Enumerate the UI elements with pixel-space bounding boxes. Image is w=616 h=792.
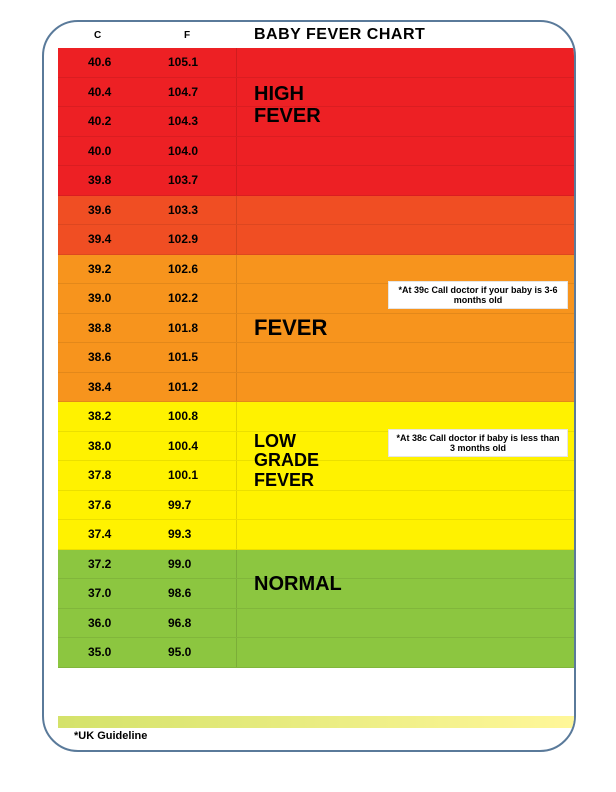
celsius-value: 39.2 — [88, 262, 111, 276]
chart-inner: C F BABY FEVER CHART 40.6 105.1 40.4 104.7 4… — [44, 22, 574, 750]
column-divider — [236, 609, 237, 638]
table-row: 38.6 101.5 — [58, 343, 574, 373]
column-divider — [236, 550, 237, 579]
table-row: 35.0 95.0 — [58, 638, 574, 668]
fahrenheit-value: 100.8 — [168, 409, 198, 423]
rows-container: 40.6 105.1 40.4 104.7 40.2 104.3 40.0 104.0 39.8… — [58, 48, 574, 716]
fahrenheit-value: 100.4 — [168, 439, 198, 453]
column-divider — [236, 461, 237, 490]
column-divider — [236, 638, 237, 667]
celsius-value: 39.8 — [88, 173, 111, 187]
celsius-value: 37.6 — [88, 498, 111, 512]
header-row: C F BABY FEVER CHART — [44, 22, 574, 48]
celsius-value: 36.0 — [88, 616, 111, 630]
fahrenheit-value: 99.3 — [168, 527, 191, 541]
table-row: 39.2 102.6 — [58, 255, 574, 285]
bottom-gradient-band — [58, 716, 574, 728]
celsius-value: 37.8 — [88, 468, 111, 482]
table-row: 39.6 103.3 — [58, 196, 574, 226]
table-row: 40.6 105.1 — [58, 48, 574, 78]
zone-label-normal: NORMAL — [254, 573, 374, 595]
column-divider — [236, 48, 237, 77]
table-row: 38.4 101.2 — [58, 373, 574, 403]
table-row: 37.6 99.7 — [58, 491, 574, 521]
fahrenheit-value: 102.9 — [168, 232, 198, 246]
celsius-value: 38.0 — [88, 439, 111, 453]
column-divider — [236, 78, 237, 107]
table-row: 38.2 100.8 — [58, 402, 574, 432]
fahrenheit-value: 103.7 — [168, 173, 198, 187]
celsius-value: 37.4 — [88, 527, 111, 541]
table-row: 39.4 102.9 — [58, 225, 574, 255]
zone-note-fever: *At 39c Call doctor if your baby is 3-6 … — [388, 281, 568, 309]
fahrenheit-value: 95.0 — [168, 645, 191, 659]
chart-frame: C F BABY FEVER CHART 40.6 105.1 40.4 104.7 4… — [42, 20, 576, 752]
fahrenheit-value: 101.2 — [168, 380, 198, 394]
table-row: 37.4 99.3 — [58, 520, 574, 550]
table-row: 36.0 96.8 — [58, 609, 574, 639]
celsius-value: 40.6 — [88, 55, 111, 69]
celsius-value: 40.0 — [88, 144, 111, 158]
celsius-value: 38.8 — [88, 321, 111, 335]
column-divider — [236, 314, 237, 343]
celsius-value: 38.2 — [88, 409, 111, 423]
table-row: 39.8 103.7 — [58, 166, 574, 196]
zone-label-high-fever: HIGHFEVER — [254, 83, 374, 127]
celsius-value: 39.0 — [88, 291, 111, 305]
column-divider — [236, 255, 237, 284]
column-divider — [236, 196, 237, 225]
celsius-value: 35.0 — [88, 645, 111, 659]
celsius-value: 39.4 — [88, 232, 111, 246]
fahrenheit-value: 104.3 — [168, 114, 198, 128]
column-divider — [236, 137, 237, 166]
column-divider — [236, 520, 237, 549]
chart-title: BABY FEVER CHART — [254, 26, 425, 44]
column-divider — [236, 432, 237, 461]
column-divider — [236, 343, 237, 372]
fahrenheit-value: 103.3 — [168, 203, 198, 217]
column-header-fahrenheit: F — [184, 30, 190, 41]
fahrenheit-value: 104.0 — [168, 144, 198, 158]
fahrenheit-value: 105.1 — [168, 55, 198, 69]
fahrenheit-value: 102.6 — [168, 262, 198, 276]
celsius-value: 37.2 — [88, 557, 111, 571]
fahrenheit-value: 100.1 — [168, 468, 198, 482]
zone-note-low-grade-fever: *At 38c Call doctor if baby is less than… — [388, 429, 568, 457]
fahrenheit-value: 99.7 — [168, 498, 191, 512]
table-row: 40.0 104.0 — [58, 137, 574, 167]
fahrenheit-value: 98.6 — [168, 586, 191, 600]
column-divider — [236, 107, 237, 136]
column-divider — [236, 402, 237, 431]
celsius-value: 37.0 — [88, 586, 111, 600]
fahrenheit-value: 104.7 — [168, 85, 198, 99]
column-divider — [236, 579, 237, 608]
column-divider — [236, 373, 237, 402]
fahrenheit-value: 101.5 — [168, 350, 198, 364]
celsius-value: 38.6 — [88, 350, 111, 364]
celsius-value: 40.2 — [88, 114, 111, 128]
column-header-celsius: C — [94, 30, 101, 41]
fahrenheit-value: 96.8 — [168, 616, 191, 630]
column-divider — [236, 166, 237, 195]
zone-label-fever: FEVER — [254, 316, 374, 340]
fahrenheit-value: 102.2 — [168, 291, 198, 305]
fahrenheit-value: 101.8 — [168, 321, 198, 335]
footer-note: *UK Guideline — [74, 730, 147, 742]
column-divider — [236, 225, 237, 254]
celsius-value: 38.4 — [88, 380, 111, 394]
celsius-value: 39.6 — [88, 203, 111, 217]
zone-label-low-grade-fever: LOWGRADEFEVER — [254, 432, 374, 491]
celsius-value: 40.4 — [88, 85, 111, 99]
column-divider — [236, 491, 237, 520]
fahrenheit-value: 99.0 — [168, 557, 191, 571]
column-divider — [236, 284, 237, 313]
